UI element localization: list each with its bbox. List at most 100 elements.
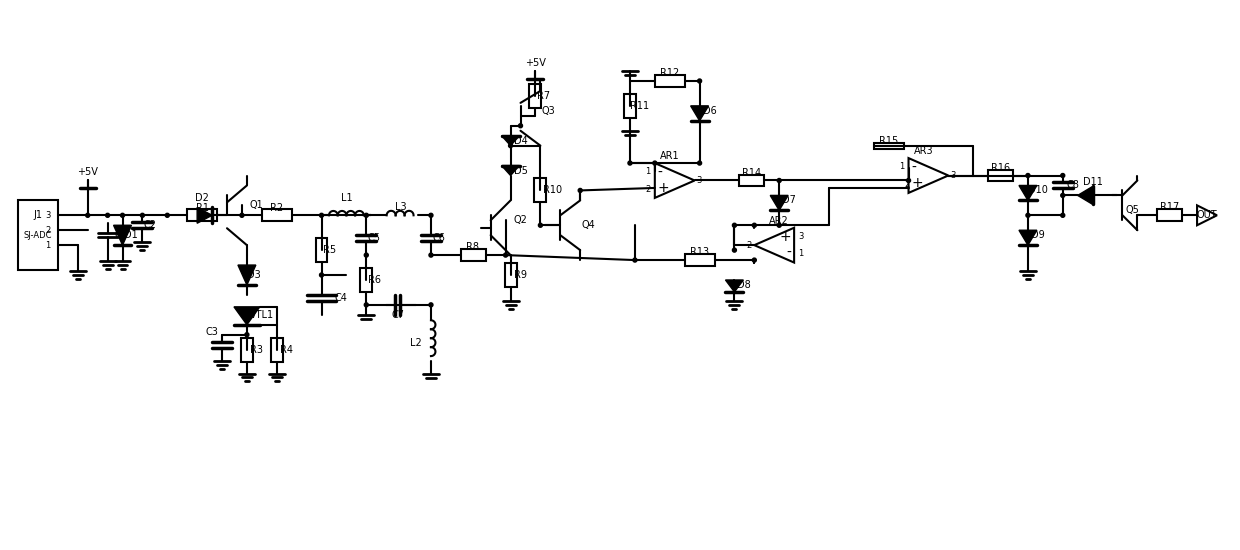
Text: D8: D8 [738, 280, 751, 290]
Text: 3: 3 [45, 211, 51, 220]
Circle shape [518, 124, 522, 128]
Text: R15: R15 [879, 136, 898, 146]
Text: C1: C1 [114, 230, 128, 240]
Text: Q2: Q2 [513, 215, 527, 226]
Text: J1: J1 [33, 210, 42, 221]
Text: R11: R11 [630, 101, 650, 111]
Text: 1: 1 [646, 167, 651, 176]
Text: D5: D5 [513, 166, 527, 175]
Circle shape [508, 144, 512, 147]
Text: 2: 2 [46, 226, 51, 235]
Text: +: + [657, 181, 670, 195]
Circle shape [365, 213, 368, 217]
Bar [655, 75, 684, 87]
Circle shape [578, 189, 583, 192]
Text: OUT: OUT [1197, 210, 1218, 221]
Bar [684, 254, 714, 266]
Text: R3: R3 [250, 345, 263, 355]
Text: C4: C4 [335, 293, 348, 303]
Text: C5: C5 [368, 233, 381, 243]
Text: 1: 1 [899, 162, 904, 171]
Bar [361, 268, 372, 292]
Text: R6: R6 [368, 275, 381, 285]
Bar [988, 169, 1013, 182]
Polygon shape [691, 106, 708, 121]
Text: D4: D4 [513, 136, 527, 146]
Polygon shape [655, 163, 694, 198]
Circle shape [86, 213, 89, 217]
Polygon shape [502, 166, 520, 175]
Text: 3: 3 [950, 171, 956, 180]
Text: D6: D6 [703, 106, 717, 116]
Circle shape [1060, 213, 1065, 217]
Circle shape [906, 179, 910, 183]
Circle shape [698, 161, 702, 165]
Bar [19, 200, 58, 270]
Circle shape [239, 213, 244, 217]
Text: AR2: AR2 [769, 216, 789, 225]
Polygon shape [234, 307, 260, 324]
Circle shape [753, 223, 756, 227]
Circle shape [165, 213, 170, 217]
Bar [1157, 210, 1182, 221]
Circle shape [429, 213, 433, 217]
Circle shape [627, 161, 632, 165]
Text: D7: D7 [782, 195, 796, 205]
Polygon shape [1019, 185, 1037, 200]
Polygon shape [909, 158, 949, 193]
Polygon shape [725, 280, 743, 292]
Circle shape [503, 253, 507, 257]
Text: -: - [657, 166, 662, 180]
Text: R1: R1 [196, 204, 208, 213]
Text: +: + [911, 176, 923, 190]
Text: Q4: Q4 [582, 220, 595, 230]
Text: L2: L2 [410, 338, 422, 348]
Text: R7: R7 [537, 91, 551, 101]
Bar [262, 210, 291, 221]
Text: R5: R5 [322, 245, 336, 255]
Polygon shape [1078, 186, 1092, 205]
Polygon shape [502, 136, 520, 146]
Circle shape [538, 223, 542, 227]
Bar [534, 179, 547, 202]
Text: C3: C3 [206, 327, 218, 337]
Bar [270, 338, 283, 361]
Bar [461, 249, 486, 261]
Text: D11: D11 [1083, 178, 1102, 188]
Polygon shape [197, 207, 212, 223]
Text: L1: L1 [341, 194, 352, 204]
Circle shape [1025, 173, 1030, 178]
Circle shape [246, 333, 249, 337]
Text: D1: D1 [124, 230, 138, 240]
Circle shape [777, 179, 781, 183]
Text: Q5: Q5 [1126, 205, 1140, 216]
Text: AR1: AR1 [660, 151, 680, 161]
Circle shape [429, 253, 433, 257]
Circle shape [429, 303, 433, 307]
Text: 1: 1 [46, 241, 51, 250]
Text: R8: R8 [466, 242, 479, 252]
Bar [739, 174, 764, 186]
Circle shape [320, 273, 324, 277]
Circle shape [632, 258, 637, 262]
Text: Q3: Q3 [542, 106, 556, 116]
Circle shape [1025, 213, 1030, 217]
Bar [529, 84, 542, 108]
Bar [187, 210, 217, 221]
Text: D9: D9 [1030, 230, 1045, 240]
Text: D2: D2 [195, 194, 210, 204]
Circle shape [652, 161, 657, 165]
Bar [624, 94, 636, 118]
Text: R13: R13 [689, 247, 709, 257]
Text: R4: R4 [280, 345, 293, 355]
Text: C8: C8 [1066, 180, 1079, 190]
Text: SJ-ADC: SJ-ADC [24, 230, 52, 240]
Text: 2: 2 [746, 241, 751, 250]
Circle shape [140, 213, 144, 217]
Text: R12: R12 [660, 68, 680, 78]
Bar [315, 238, 327, 262]
Polygon shape [754, 228, 794, 262]
Text: C7: C7 [392, 310, 404, 320]
Text: 2: 2 [646, 185, 651, 194]
Text: AR3: AR3 [914, 146, 934, 156]
